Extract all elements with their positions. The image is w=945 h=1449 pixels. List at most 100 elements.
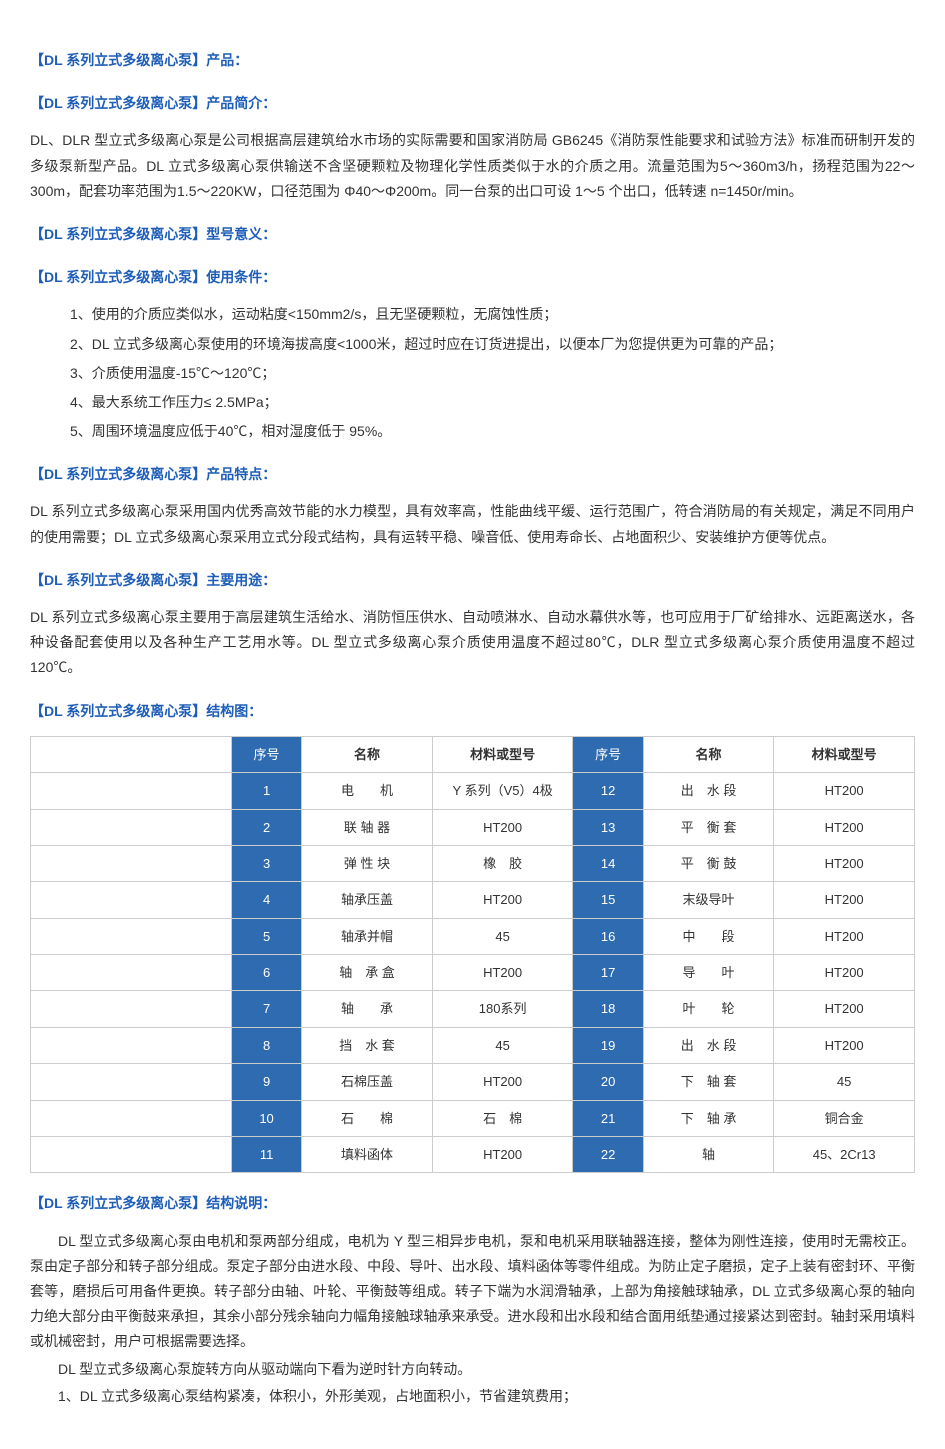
td-mat2: HT200 bbox=[774, 991, 915, 1027]
td-name1: 轴承压盖 bbox=[302, 882, 433, 918]
td-idx1: 5 bbox=[231, 918, 301, 954]
td-name2: 中 段 bbox=[643, 918, 774, 954]
td-mat2: HT200 bbox=[774, 773, 915, 809]
td-mat2: 铜合金 bbox=[774, 1100, 915, 1136]
td-name2: 轴 bbox=[643, 1137, 774, 1173]
features-text: DL 系列立式多级离心泵采用国内优秀高效节能的水力模型，具有效率高，性能曲线平缓… bbox=[30, 499, 915, 549]
header-features: 【DL 系列立式多级离心泵】产品特点： bbox=[30, 462, 915, 487]
table-row: 5轴承并帽4516中 段HT200 bbox=[31, 918, 915, 954]
usage-text: DL 系列立式多级离心泵主要用于高层建筑生活给水、消防恒压供水、自动喷淋水、自动… bbox=[30, 605, 915, 681]
th-idx2: 序号 bbox=[573, 736, 643, 772]
td-mat2: 45 bbox=[774, 1064, 915, 1100]
td-name1: 石 棉 bbox=[302, 1100, 433, 1136]
table-row: 9石棉压盖HT20020下 轴 套45 bbox=[31, 1064, 915, 1100]
structure-table: 序号 名称 材料或型号 序号 名称 材料或型号 1电 机Y 系列（V5）4极12… bbox=[30, 736, 915, 1174]
table-row: 6轴 承 盒HT20017导 叶HT200 bbox=[31, 955, 915, 991]
th-idx1: 序号 bbox=[231, 736, 301, 772]
td-mat2: HT200 bbox=[774, 918, 915, 954]
td-idx1: 3 bbox=[231, 845, 301, 881]
table-row: 1电 机Y 系列（V5）4极12出 水 段HT200 bbox=[31, 773, 915, 809]
td-name2: 导 叶 bbox=[643, 955, 774, 991]
td-name2: 平 衡 鼓 bbox=[643, 845, 774, 881]
td-mat1: 石 棉 bbox=[432, 1100, 573, 1136]
td-name1: 轴 承 bbox=[302, 991, 433, 1027]
td-mat2: HT200 bbox=[774, 1027, 915, 1063]
td-blank bbox=[31, 1137, 232, 1173]
struct-desc-block: DL 型立式多级离心泵由电机和泵两部分组成，电机为 Y 型三相异步电机，泵和电机… bbox=[30, 1229, 915, 1409]
td-mat1: HT200 bbox=[432, 882, 573, 918]
td-idx1: 6 bbox=[231, 955, 301, 991]
list-item: 3、介质使用温度-15℃～120℃； bbox=[70, 361, 915, 386]
intro-text: DL、DLR 型立式多级离心泵是公司根据高层建筑给水市场的实际需要和国家消防局 … bbox=[30, 128, 915, 204]
td-name1: 电 机 bbox=[302, 773, 433, 809]
td-blank bbox=[31, 991, 232, 1027]
td-idx2: 21 bbox=[573, 1100, 643, 1136]
td-mat1: 橡 胶 bbox=[432, 845, 573, 881]
td-mat1: HT200 bbox=[432, 1137, 573, 1173]
td-idx2: 20 bbox=[573, 1064, 643, 1100]
td-mat1: 45 bbox=[432, 918, 573, 954]
list-item: 4、最大系统工作压力≤ 2.5MPa； bbox=[70, 390, 915, 415]
td-blank bbox=[31, 845, 232, 881]
td-blank bbox=[31, 809, 232, 845]
td-blank bbox=[31, 955, 232, 991]
td-idx1: 2 bbox=[231, 809, 301, 845]
td-idx1: 7 bbox=[231, 991, 301, 1027]
header-usage: 【DL 系列立式多级离心泵】主要用途： bbox=[30, 568, 915, 593]
td-mat1: 180系列 bbox=[432, 991, 573, 1027]
td-name2: 末级导叶 bbox=[643, 882, 774, 918]
td-name2: 下 轴 承 bbox=[643, 1100, 774, 1136]
td-idx2: 17 bbox=[573, 955, 643, 991]
td-blank bbox=[31, 1027, 232, 1063]
list-item: 1、使用的介质应类似水，运动粘度<150mm2/s，且无坚硬颗粒，无腐蚀性质； bbox=[70, 302, 915, 327]
td-idx2: 18 bbox=[573, 991, 643, 1027]
table-row: 7轴 承180系列18叶 轮HT200 bbox=[31, 991, 915, 1027]
td-idx2: 19 bbox=[573, 1027, 643, 1063]
td-idx1: 10 bbox=[231, 1100, 301, 1136]
td-mat2: HT200 bbox=[774, 955, 915, 991]
header-product: 【DL 系列立式多级离心泵】产品： bbox=[30, 48, 915, 73]
td-blank bbox=[31, 882, 232, 918]
td-name1: 填料函体 bbox=[302, 1137, 433, 1173]
td-name1: 挡 水 套 bbox=[302, 1027, 433, 1063]
td-idx1: 1 bbox=[231, 773, 301, 809]
header-model: 【DL 系列立式多级离心泵】型号意义： bbox=[30, 222, 915, 247]
td-idx2: 13 bbox=[573, 809, 643, 845]
td-idx1: 11 bbox=[231, 1137, 301, 1173]
td-name1: 联 轴 器 bbox=[302, 809, 433, 845]
desc-n1: 1、DL 立式多级离心泵结构紧凑，体积小，外形美观，占地面积小，节省建筑费用； bbox=[58, 1384, 915, 1409]
list-item: 5、周围环境温度应低于40℃，相对湿度低于 95%。 bbox=[70, 419, 915, 444]
table-row: 2联 轴 器HT20013平 衡 套HT200 bbox=[31, 809, 915, 845]
th-mat2: 材料或型号 bbox=[774, 736, 915, 772]
th-blank bbox=[31, 736, 232, 772]
th-mat1: 材料或型号 bbox=[432, 736, 573, 772]
th-name2: 名称 bbox=[643, 736, 774, 772]
td-name2: 下 轴 套 bbox=[643, 1064, 774, 1100]
td-idx2: 12 bbox=[573, 773, 643, 809]
td-blank bbox=[31, 1064, 232, 1100]
list-item: 2、DL 立式多级离心泵使用的环境海拔高度<1000米，超过时应在订货进提出，以… bbox=[70, 332, 915, 357]
td-name2: 出 水 段 bbox=[643, 773, 774, 809]
td-name1: 石棉压盖 bbox=[302, 1064, 433, 1100]
td-idx2: 15 bbox=[573, 882, 643, 918]
td-mat2: 45、2Cr13 bbox=[774, 1137, 915, 1173]
td-mat1: HT200 bbox=[432, 1064, 573, 1100]
td-name2: 叶 轮 bbox=[643, 991, 774, 1027]
th-name1: 名称 bbox=[302, 736, 433, 772]
td-mat1: HT200 bbox=[432, 955, 573, 991]
td-idx2: 16 bbox=[573, 918, 643, 954]
td-mat2: HT200 bbox=[774, 882, 915, 918]
td-mat1: Y 系列（V5）4极 bbox=[432, 773, 573, 809]
td-name1: 轴 承 盒 bbox=[302, 955, 433, 991]
table-row: 11填料函体HT20022轴45、2Cr13 bbox=[31, 1137, 915, 1173]
td-mat1: 45 bbox=[432, 1027, 573, 1063]
header-struct-diagram: 【DL 系列立式多级离心泵】结构图： bbox=[30, 699, 915, 724]
table-row: 10石 棉石 棉21下 轴 承铜合金 bbox=[31, 1100, 915, 1136]
header-struct-desc: 【DL 系列立式多级离心泵】结构说明： bbox=[30, 1191, 915, 1216]
td-blank bbox=[31, 918, 232, 954]
td-name1: 轴承并帽 bbox=[302, 918, 433, 954]
desc-p1: DL 型立式多级离心泵由电机和泵两部分组成，电机为 Y 型三相异步电机，泵和电机… bbox=[30, 1229, 915, 1355]
table-header-row: 序号 名称 材料或型号 序号 名称 材料或型号 bbox=[31, 736, 915, 772]
td-name2: 出 水 段 bbox=[643, 1027, 774, 1063]
conditions-list: 1、使用的介质应类似水，运动粘度<150mm2/s，且无坚硬颗粒，无腐蚀性质； … bbox=[30, 302, 915, 444]
